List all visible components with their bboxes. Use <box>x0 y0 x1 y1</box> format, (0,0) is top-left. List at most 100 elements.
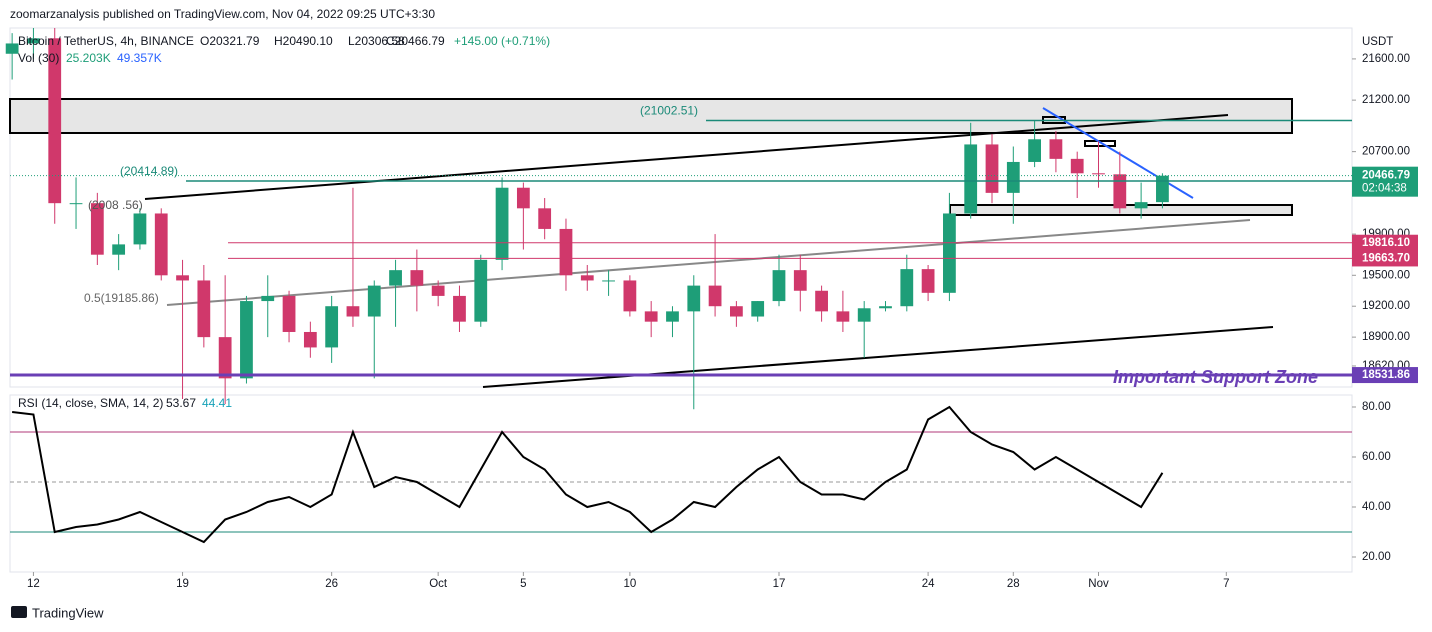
candle-body <box>48 38 62 204</box>
candle-body <box>815 290 828 312</box>
y-tick-label: 20.00 <box>1362 551 1391 563</box>
trend-line <box>166 219 1251 306</box>
level-label: (2008 .56) <box>88 198 143 212</box>
candle-body <box>1156 175 1169 203</box>
x-tick-label: 19 <box>176 578 189 590</box>
candle-body <box>197 280 211 338</box>
rsi-line <box>12 405 1164 544</box>
candle-body <box>943 213 956 293</box>
rsi-last: 53.67 <box>166 396 196 410</box>
candle-body <box>90 203 104 255</box>
x-tick-label: 7 <box>1223 578 1229 590</box>
small-box <box>1084 140 1116 147</box>
candle-body <box>623 280 637 312</box>
candle-body <box>5 43 19 54</box>
change: +145.00 (+0.71%) <box>454 34 550 48</box>
x-tick-label: 28 <box>1007 578 1020 590</box>
rsi-title: RSI (14, close, SMA, 14, 2) <box>18 396 163 410</box>
currency: USDT <box>1362 36 1393 48</box>
candle-body <box>27 38 40 44</box>
low: L20306.58 <box>348 34 405 48</box>
price-tag <box>1352 367 1418 384</box>
x-tick-label: 5 <box>520 578 526 590</box>
candle-body <box>69 203 83 205</box>
candle-body <box>1049 139 1063 159</box>
candle-body <box>282 295 296 332</box>
candle-body <box>303 331 317 348</box>
candle-body <box>261 295 275 302</box>
candle-body <box>666 311 679 322</box>
price-tag <box>1352 250 1418 267</box>
candle-body <box>453 295 466 322</box>
candle-body <box>708 285 722 307</box>
trend-line <box>144 114 1229 200</box>
candle-body <box>133 213 147 245</box>
timer: 02:04:38 <box>1362 183 1407 195</box>
annotation: Important Support Zone <box>1113 367 1318 387</box>
candle-body <box>389 270 402 286</box>
candle-body <box>325 306 339 348</box>
x-tick-label: 17 <box>773 578 786 590</box>
candle-body <box>1092 173 1105 175</box>
candle-body <box>431 285 445 296</box>
candle-body <box>346 306 360 317</box>
candle-body <box>964 144 978 214</box>
x-tick-label: 26 <box>325 578 338 590</box>
y-tick-label: 60.00 <box>1362 451 1391 463</box>
brand: TradingView <box>32 605 104 620</box>
open: O20321.79 <box>200 34 260 48</box>
candle-body <box>580 275 594 281</box>
candle-body <box>921 269 935 293</box>
candle-body <box>367 285 381 317</box>
close: C20466.79 <box>386 34 445 48</box>
candle-body <box>1028 139 1041 162</box>
price-tag-label: 19816.10 <box>1362 237 1410 249</box>
y-tick-label: 20700.00 <box>1362 146 1410 158</box>
candle-body <box>900 269 914 307</box>
x-tick-label: 10 <box>623 578 636 590</box>
trend-line <box>482 326 1274 388</box>
level-label: (20414.89) <box>120 164 178 178</box>
level-label: (21002.51) <box>640 104 698 118</box>
candle-body <box>793 270 807 291</box>
candle-body <box>1134 202 1148 209</box>
candle-body <box>729 306 743 317</box>
candle-body <box>644 311 658 322</box>
candle-body <box>218 337 232 379</box>
y-tick-label: 21600.00 <box>1362 53 1410 65</box>
candle-body <box>602 280 615 282</box>
candle-body <box>154 213 168 276</box>
price-tag-label: 18531.86 <box>1362 369 1410 381</box>
x-tick-label: 24 <box>922 578 935 590</box>
y-tick-label: 21200.00 <box>1362 94 1410 106</box>
candle-body <box>1113 174 1127 209</box>
marks <box>5 28 1169 410</box>
candle-body <box>176 275 189 281</box>
candle-body <box>985 144 999 193</box>
x-tick-label: Nov <box>1088 578 1109 590</box>
price-tag-label: 19663.70 <box>1362 252 1410 264</box>
candle-body <box>474 259 488 322</box>
price-tag <box>1352 234 1418 251</box>
logo <box>11 606 27 618</box>
volume-ma: 49.357K <box>117 51 162 65</box>
x-tick-label: Oct <box>429 578 448 590</box>
last-price-tag <box>1352 166 1418 197</box>
candle-body <box>857 308 871 322</box>
level-label: 0.5(19185.86) <box>84 291 159 305</box>
candle-body <box>1006 161 1020 193</box>
x-tick-label: 12 <box>27 578 40 590</box>
candle-body <box>836 311 850 322</box>
candle-body <box>772 270 786 302</box>
rsi-sma: 44.41 <box>202 396 232 410</box>
y-tick-label: 80.00 <box>1362 401 1391 413</box>
volume-label: Vol (30) <box>18 51 59 65</box>
candle-body <box>240 301 253 379</box>
rsi-pane <box>9 394 1353 573</box>
publisher: zoomarzanalysis published on TradingView… <box>10 7 435 21</box>
y-tick-label: 40.00 <box>1362 501 1391 513</box>
candle-body <box>410 270 424 286</box>
candle-body <box>112 244 126 255</box>
candle-body <box>687 285 701 312</box>
